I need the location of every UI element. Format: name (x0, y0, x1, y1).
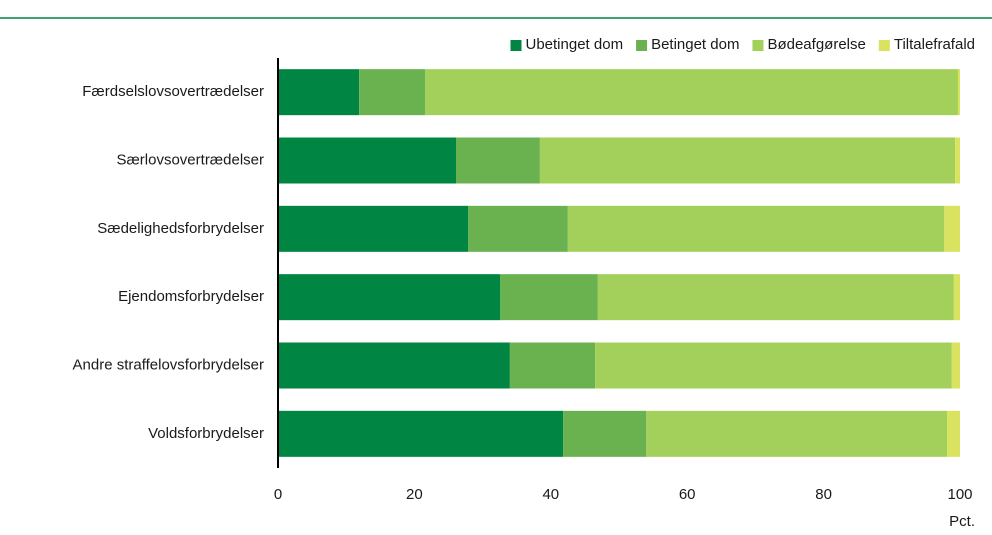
legend-label: Bødeafgørelse (767, 36, 865, 53)
bar-segment (509, 342, 596, 389)
bar-segment (953, 274, 960, 321)
x-tick-label: 20 (406, 486, 423, 503)
legend-label: Ubetinget dom (526, 36, 624, 53)
bar-segment (646, 410, 948, 457)
bar-segment (278, 410, 564, 457)
x-tick-label: 100 (947, 486, 972, 503)
bar-segment (957, 69, 960, 116)
legend-label: Tiltalefrafald (894, 36, 975, 53)
bar-segment (278, 205, 469, 252)
bar-segment (500, 274, 598, 321)
y-tick-label: Ejendomsforbrydelser (118, 288, 264, 305)
bar-segment (567, 205, 945, 252)
y-tick-label: Særlovsovertrædelser (116, 151, 264, 168)
bar-segment (278, 69, 360, 116)
x-tick-label: 0 (274, 486, 282, 503)
bar-segment (278, 137, 457, 184)
bar-segment (951, 342, 960, 389)
legend-swatch (510, 40, 522, 51)
bar-segment (456, 137, 540, 184)
y-tick-label: Voldsforbrydelser (148, 425, 264, 442)
y-tick-label: Andre straffelovsforbrydelser (73, 356, 264, 373)
legend-swatch (636, 40, 648, 51)
y-tick-label: Sædelighedsforbrydelser (97, 220, 264, 237)
bar-segment (944, 205, 960, 252)
bar-segment (359, 69, 426, 116)
x-tick-label: 60 (679, 486, 696, 503)
bar-segment (278, 342, 510, 389)
bar-segment (595, 342, 952, 389)
bar-segment (955, 137, 960, 184)
x-tick-label: 40 (542, 486, 559, 503)
legend-swatch (752, 40, 764, 51)
legend-label: Betinget dom (651, 36, 739, 53)
legend-swatch (878, 40, 890, 51)
x-tick-label: 80 (815, 486, 832, 503)
bar-segment (468, 205, 568, 252)
x-axis-label: Pct. (949, 513, 975, 530)
bar-segment (947, 410, 960, 457)
bar-segment (425, 69, 958, 116)
bar-segment (539, 137, 956, 184)
bar-segment (563, 410, 647, 457)
bar-segment (597, 274, 954, 321)
y-tick-label: Færdselslovsovertrædelser (82, 83, 264, 100)
bar-segment (278, 274, 501, 321)
